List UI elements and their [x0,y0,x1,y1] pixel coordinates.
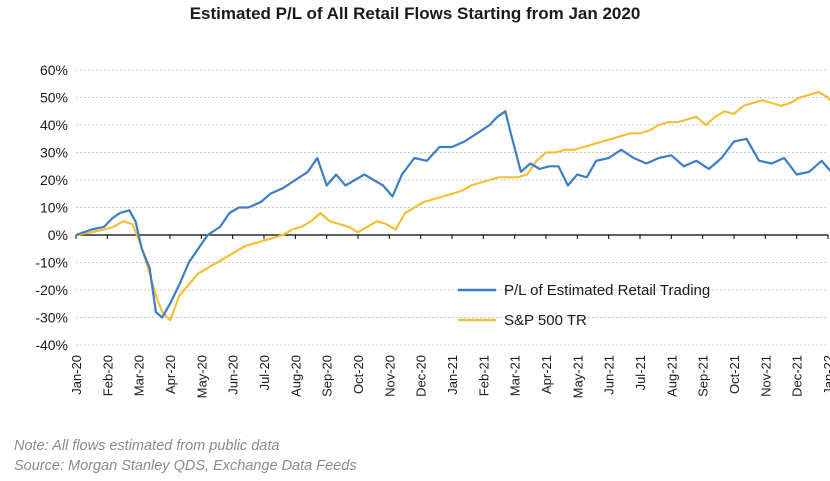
x-tick-label: Jan-22 [821,355,830,395]
y-tick-label: -10% [35,255,68,271]
y-tick-label: 20% [40,172,68,188]
x-tick-label: May-20 [194,355,209,398]
x-tick-label: Sep-20 [320,355,335,397]
note-text: Note: All flows estimated from public da… [14,438,280,454]
series-lines [75,90,830,322]
y-tick-label: 40% [40,117,68,133]
x-tick-label: Aug-21 [664,355,679,397]
footnote: Note: All flows estimated from public da… [14,436,357,476]
x-tick-label: Jan-20 [69,355,84,395]
x-tick-label: Nov-21 [758,355,773,397]
series-line-pl-retail [75,110,830,319]
x-tick-label: Mar-21 [508,355,523,396]
x-tick-label: Jun-20 [226,355,241,395]
y-tick-label: -20% [35,282,68,298]
legend-label: S&P 500 TR [504,312,587,329]
x-tick-label: Feb-21 [476,355,491,396]
y-tick-label: -40% [35,337,68,353]
y-tick-label: 50% [40,90,68,106]
x-tick-label: Oct-20 [351,355,366,394]
source-text: Source: Morgan Stanley QDS, Exchange Dat… [14,458,357,474]
gridlines [76,69,828,346]
chart-title: Estimated P/L of All Retail Flows Starti… [189,4,641,23]
x-tick-label: Jun-21 [602,355,617,395]
y-tick-label: 60% [40,62,68,78]
y-axis-ticks: 60% 50% 40% 30% 20% 10% 0% -10% -20% -30% -40% [35,62,68,353]
x-tick-label: May-21 [570,355,585,398]
x-tick-label: Feb-20 [100,355,115,396]
x-tick-label: Nov-20 [382,355,397,397]
x-tick-label: Oct-21 [727,355,742,394]
x-tick-label: Sep-21 [696,355,711,397]
x-tick-label: Aug-20 [288,355,303,397]
y-tick-label: 10% [40,200,68,216]
x-tick-label: Jan-21 [445,355,460,395]
x-tick-label: Apr-20 [163,355,178,394]
x-tick-label: Apr-21 [539,355,554,394]
y-tick-label: 30% [40,145,68,161]
x-tick-label: Mar-20 [132,355,147,396]
y-tick-label: -30% [35,310,68,326]
legend-label: P/L of Estimated Retail Trading [504,282,710,299]
y-tick-label: 0% [48,227,68,243]
legend: P/L of Estimated Retail Trading S&P 500 T… [458,282,710,329]
x-tick-label: Jul-20 [257,355,272,390]
x-tick-label: Jul-21 [633,355,648,390]
series-line-sp500 [75,90,830,322]
x-tick-label: Dec-21 [790,355,805,397]
x-axis-ticks: Jan-20 Feb-20 Mar-20 Apr-20 May-20 Jun-20 Jul-… [69,235,830,398]
x-tick-label: Dec-20 [414,355,429,397]
